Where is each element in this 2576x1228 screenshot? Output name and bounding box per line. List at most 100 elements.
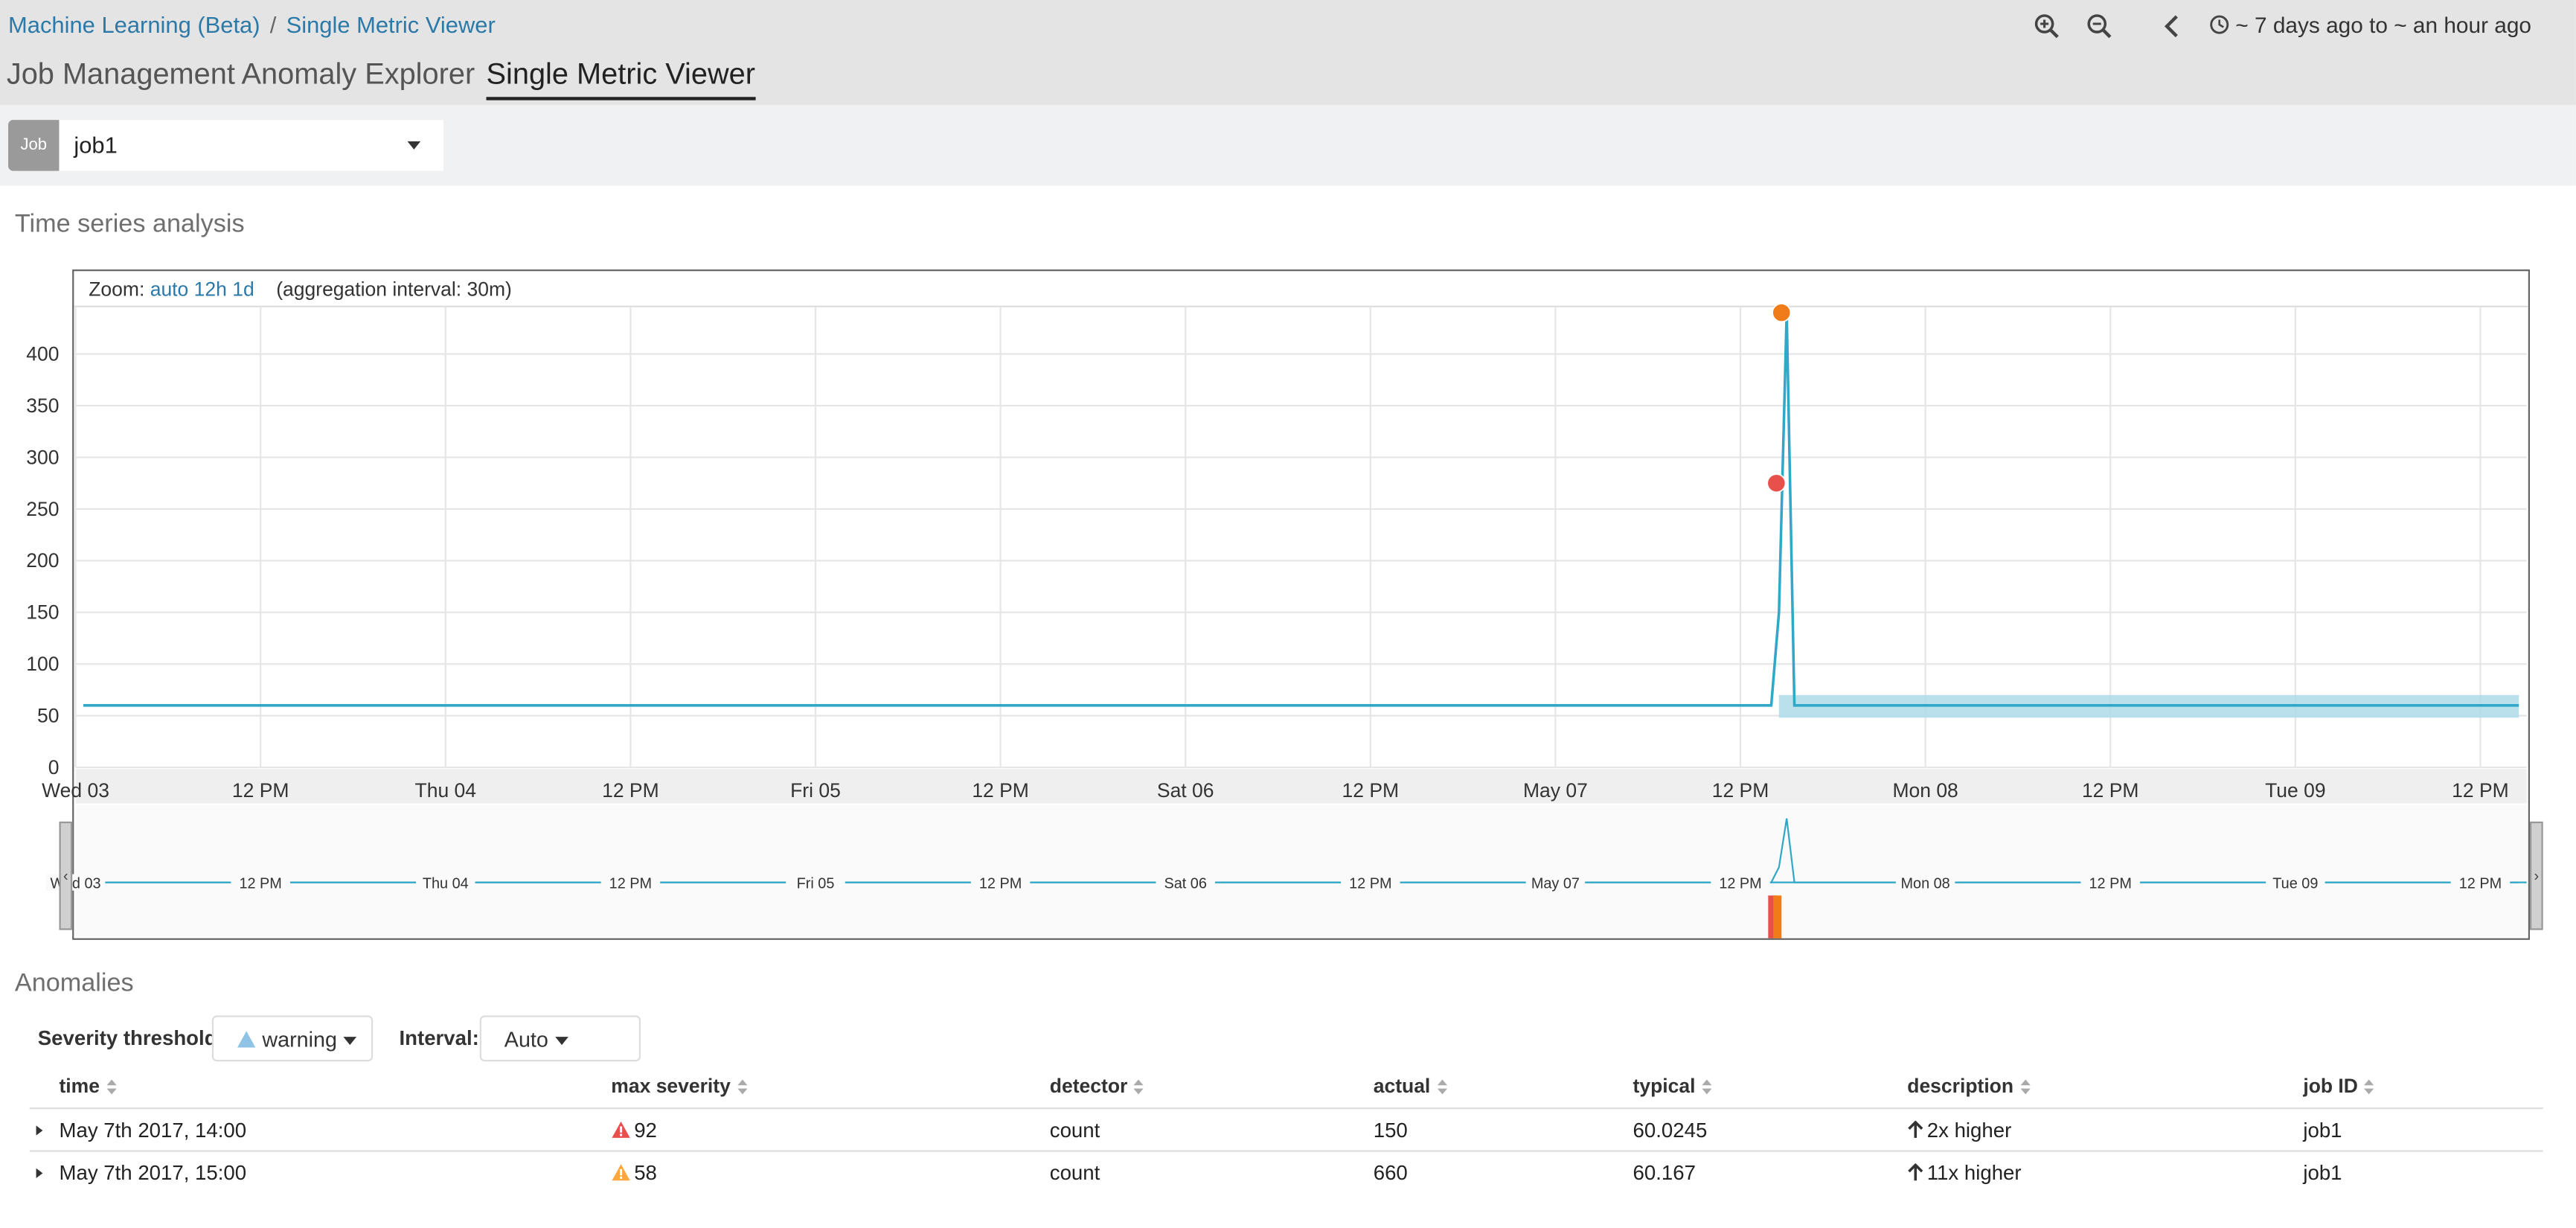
warning-triangle-icon bbox=[237, 1031, 256, 1048]
cell-job-id: job1 bbox=[2303, 1119, 2342, 1142]
cell-time: May 7th 2017, 15:00 bbox=[59, 1161, 247, 1185]
context-x-label: Wed 03 bbox=[51, 875, 101, 892]
x-tick-label: May 07 bbox=[1523, 779, 1588, 802]
time-range-label: ~ 7 days ago to ~ an hour ago bbox=[2235, 13, 2532, 38]
context-label-bg bbox=[600, 874, 661, 891]
cell-detector: count bbox=[1049, 1161, 1100, 1185]
breadcrumb-separator: / bbox=[269, 11, 277, 38]
column-header-label: time bbox=[59, 1074, 100, 1098]
series-line bbox=[83, 313, 2519, 707]
table-row[interactable]: May 7th 2017, 14:00 92 count 150 60.0245… bbox=[29, 1107, 2543, 1152]
context-brush-right-handle[interactable]: › bbox=[2530, 821, 2543, 930]
x-tick-label: Sat 06 bbox=[1157, 779, 1214, 802]
x-tick-label: 12 PM bbox=[1712, 779, 1769, 802]
cell-actual: 150 bbox=[1373, 1119, 1408, 1142]
context-brush-left-handle[interactable]: ‹ bbox=[59, 821, 73, 930]
severity-score: 58 bbox=[634, 1161, 657, 1185]
x-tick-label: Fri 05 bbox=[790, 779, 841, 802]
interval-select[interactable]: Auto bbox=[479, 1015, 641, 1062]
tab-anomaly-explorer[interactable]: Anomaly Explorer bbox=[241, 57, 475, 91]
zoom-label: Zoom: bbox=[89, 278, 145, 301]
job-select[interactable]: job1 bbox=[59, 120, 444, 171]
y-tick-label: 250 bbox=[26, 498, 59, 520]
column-header-label: job ID bbox=[2303, 1074, 2358, 1098]
job-selector-bar: Job job1 bbox=[0, 105, 2576, 186]
y-tick-label: 400 bbox=[26, 342, 59, 365]
cell-time: May 7th 2017, 14:00 bbox=[59, 1119, 247, 1142]
context-label-bg bbox=[1156, 874, 1215, 891]
breadcrumb-single-metric[interactable]: Single Metric Viewer bbox=[286, 11, 496, 38]
anomaly-marker bbox=[1772, 303, 1792, 323]
cell-job-id: job1 bbox=[2303, 1161, 2342, 1185]
zoom-option-12h[interactable]: 12h bbox=[193, 278, 227, 301]
context-x-label: Thu 04 bbox=[423, 875, 469, 892]
column-header-typical[interactable]: typical bbox=[1633, 1075, 1712, 1098]
zoom-out-icon[interactable] bbox=[2086, 13, 2116, 43]
sort-icon bbox=[1134, 1080, 1144, 1096]
breadcrumb-ml[interactable]: Machine Learning (Beta) bbox=[8, 11, 260, 38]
zoom-in-icon[interactable] bbox=[2034, 13, 2063, 43]
arrow-up-icon bbox=[1908, 1120, 1923, 1138]
expand-row-icon[interactable] bbox=[36, 1125, 43, 1136]
column-header-detector[interactable]: detector bbox=[1050, 1075, 1144, 1098]
cell-actual: 660 bbox=[1373, 1161, 1408, 1185]
cell-max-severity: 58 bbox=[611, 1162, 657, 1185]
context-label-bg bbox=[1341, 874, 1400, 891]
column-header-description[interactable]: description bbox=[1907, 1075, 2031, 1098]
x-tick-label: 12 PM bbox=[972, 779, 1029, 802]
context-x-label: Fri 05 bbox=[797, 875, 835, 892]
context-x-label: 12 PM bbox=[2459, 875, 2502, 892]
context-x-label: Tue 09 bbox=[2272, 875, 2318, 892]
breadcrumb: Machine Learning (Beta) / Single Metric Vi… bbox=[8, 11, 496, 37]
job-select-value: job1 bbox=[74, 131, 118, 158]
zoom-option-1d[interactable]: 1d bbox=[232, 278, 254, 301]
context-swimlane-cell bbox=[1768, 895, 1777, 938]
section-title-timeseries: Time series analysis bbox=[14, 210, 245, 239]
column-header-label: max severity bbox=[611, 1074, 731, 1098]
anomaly-marker bbox=[1766, 473, 1787, 493]
zoom-option-auto[interactable]: auto bbox=[150, 278, 189, 301]
context-label-bg bbox=[1895, 874, 1955, 891]
top-bar: Machine Learning (Beta) / Single Metric Vi… bbox=[0, 0, 2576, 106]
column-header-actual[interactable]: actual bbox=[1374, 1075, 1447, 1098]
aggregation-interval: (aggregation interval: 30m) bbox=[276, 278, 512, 301]
sort-icon bbox=[2364, 1080, 2374, 1096]
description-text: 2x higher bbox=[1926, 1119, 2012, 1142]
x-tick-label: 12 PM bbox=[2452, 779, 2509, 802]
caret-down-icon bbox=[554, 1037, 568, 1046]
tab-single-metric-viewer[interactable]: Single Metric Viewer bbox=[486, 57, 756, 100]
chevron-left-icon[interactable] bbox=[2162, 13, 2191, 43]
context-x-label: 12 PM bbox=[2089, 875, 2132, 892]
clock-icon bbox=[2210, 15, 2229, 34]
column-header-label: actual bbox=[1373, 1074, 1431, 1098]
context-label-bg bbox=[231, 874, 290, 891]
context-x-label: May 07 bbox=[1531, 875, 1580, 892]
column-header-time[interactable]: time bbox=[59, 1074, 117, 1098]
context-label-bg bbox=[2450, 874, 2511, 891]
expand-row-icon[interactable] bbox=[36, 1168, 43, 1178]
cell-max-severity: 92 bbox=[611, 1119, 657, 1142]
context-x-label: 12 PM bbox=[239, 875, 281, 892]
zoom-bar: Zoom: auto 12h 1d (aggregation interval:… bbox=[74, 271, 2528, 307]
y-tick-label: 0 bbox=[48, 756, 60, 778]
cell-typical: 60.167 bbox=[1633, 1161, 1696, 1185]
table-row[interactable]: May 7th 2017, 15:00 58 count 660 60.167 … bbox=[29, 1150, 2543, 1195]
cell-description: 11x higher bbox=[1907, 1162, 2022, 1185]
time-range-picker[interactable]: ~ 7 days ago to ~ an hour ago bbox=[2209, 13, 2531, 38]
context-x-label: Mon 08 bbox=[1900, 875, 1949, 892]
column-header-label: typical bbox=[1633, 1074, 1696, 1098]
context-x-label: 12 PM bbox=[1349, 875, 1391, 892]
severity-threshold-select[interactable]: warning bbox=[211, 1015, 374, 1062]
y-tick-label: 150 bbox=[26, 601, 59, 624]
x-tick-label: Thu 04 bbox=[415, 779, 476, 802]
severity-score: 92 bbox=[634, 1119, 657, 1142]
tab-job-management[interactable]: Job Management bbox=[6, 57, 235, 91]
cell-description: 2x higher bbox=[1907, 1119, 2011, 1142]
context-label-bg bbox=[970, 874, 1031, 891]
sort-icon bbox=[106, 1080, 117, 1096]
sort-icon bbox=[2019, 1080, 2031, 1096]
column-header-job-id[interactable]: job ID bbox=[2303, 1075, 2374, 1098]
column-header-max-severity[interactable]: max severity bbox=[611, 1075, 747, 1098]
